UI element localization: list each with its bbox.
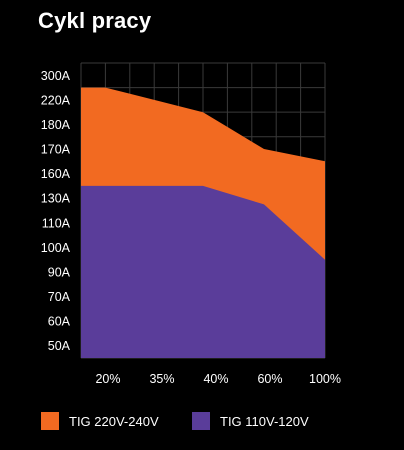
legend-swatch-220v <box>41 412 59 430</box>
legend-label-110v: TIG 110V-120V <box>220 413 309 429</box>
y-tick-label: 180A <box>41 118 71 132</box>
y-tick-label: 50A <box>48 339 71 353</box>
legend-label-220v: TIG 220V-240V <box>69 413 159 429</box>
legend-item-110v: TIG 110V-120V <box>192 412 309 430</box>
legend-item-220v: TIG 220V-240V <box>41 412 159 430</box>
y-tick-label: 170A <box>41 143 71 157</box>
x-tick-label: 35% <box>149 372 174 386</box>
x-tick-label: 20% <box>95 372 120 386</box>
duty-cycle-chart: 300A 220A 180A 170A 160A 130A 110A 100A 90A 70A 60… <box>41 62 341 386</box>
y-tick-label: 300A <box>41 69 71 83</box>
legend-swatch-110v <box>192 412 210 430</box>
area-series-110v <box>81 185 325 358</box>
y-tick-label: 130A <box>41 192 71 206</box>
chart-title: Cykl pracy <box>38 8 152 33</box>
x-tick-label: 60% <box>257 372 282 386</box>
y-tick-label: 70A <box>48 290 71 304</box>
y-tick-label: 60A <box>48 315 71 329</box>
legend: TIG 220V-240V TIG 110V-120V <box>0 408 404 438</box>
x-tick-label: 100% <box>309 372 341 386</box>
y-tick-label: 90A <box>48 265 71 279</box>
y-tick-label: 110A <box>42 216 71 230</box>
y-tick-label: 220A <box>41 93 71 107</box>
y-tick-label: 100A <box>41 241 71 255</box>
x-tick-label: 40% <box>203 372 228 386</box>
y-tick-label: 160A <box>41 167 71 181</box>
